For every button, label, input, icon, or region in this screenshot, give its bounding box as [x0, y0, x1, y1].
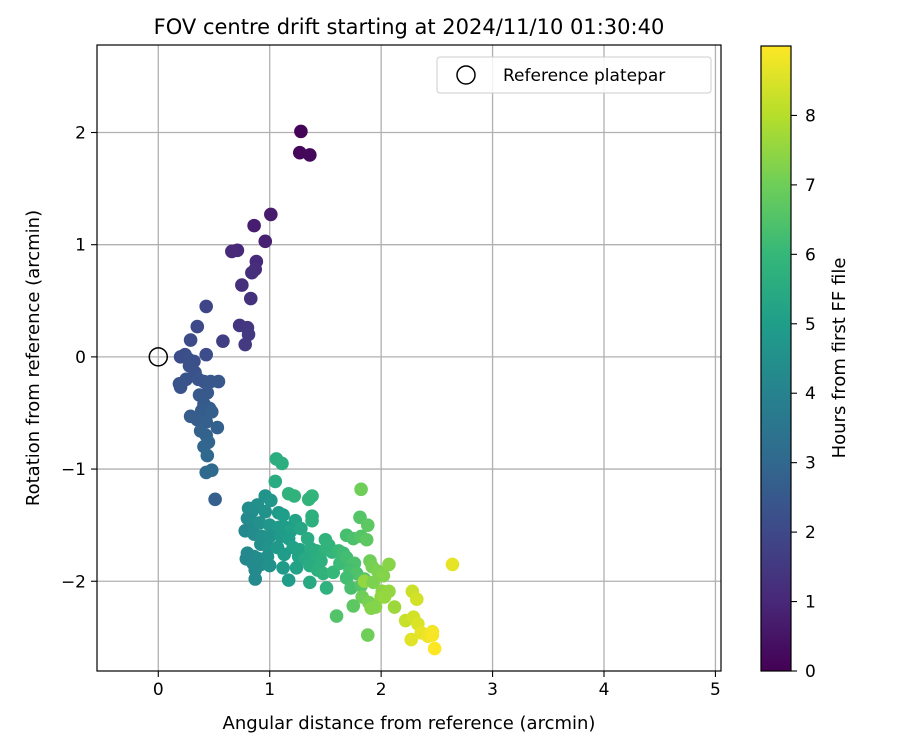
y-tick-label: 2 [75, 124, 86, 144]
scatter-points [172, 124, 460, 656]
colorbar-tick-label: 6 [805, 245, 816, 265]
scatter-point [208, 492, 222, 507]
scatter-point [268, 474, 283, 489]
scatter-point [190, 319, 205, 334]
scatter-point [243, 291, 258, 306]
scatter-point [364, 601, 378, 615]
y-axis-label: Rotation from reference (arcmin) [23, 210, 44, 506]
scatter-point [445, 557, 460, 572]
colorbar-tick-label: 4 [805, 384, 816, 404]
scatter-point [303, 148, 317, 162]
x-axis-label: Angular distance from reference (arcmin) [223, 713, 596, 734]
scatter-point [247, 218, 261, 233]
colorbar-tick-label: 0 [805, 662, 816, 682]
x-tick-label: 1 [264, 680, 275, 700]
scatter-point [354, 482, 368, 497]
legend-entry-reference-platepar: Reference platepar [503, 66, 665, 86]
colorbar-label: Hours from first FF file [829, 258, 850, 459]
scatter-point [427, 641, 442, 656]
x-tick-label: 5 [710, 680, 721, 700]
scatter-point [173, 380, 188, 394]
scatter-point [200, 448, 215, 463]
scatter-point [305, 513, 319, 528]
scatter-point [216, 334, 230, 348]
reference-platepar-marker [148, 347, 169, 367]
scatter-point [258, 234, 273, 249]
legend-box [436, 56, 712, 94]
colorbar-tick-label: 1 [805, 593, 816, 613]
scatter-point [238, 337, 252, 352]
x-tick-label: 4 [599, 680, 610, 700]
scatter-point [248, 572, 263, 586]
scatter-point [262, 558, 277, 573]
legend-marker-icon [456, 65, 476, 85]
colorbar-tick-label: 5 [805, 315, 816, 335]
scatter-point [281, 573, 296, 587]
scatter-point [211, 374, 226, 389]
scatter-point [359, 532, 374, 547]
y-tick-label: 0 [75, 348, 86, 368]
scatter-point [276, 560, 290, 575]
scatter-point [301, 492, 316, 507]
y-tick-label: −2 [61, 572, 86, 592]
scatter-point [404, 632, 419, 647]
scatter-point [294, 124, 308, 139]
scatter-point [225, 244, 239, 259]
scatter-point [183, 333, 198, 347]
x-axis-ticks: 0 1 2 3 4 5 [153, 671, 721, 700]
colorbar-tick-label: 2 [805, 523, 816, 543]
chart-title: FOV centre drift starting at 2024/11/10 … [154, 15, 665, 39]
scatter-point [210, 420, 225, 435]
scatter-point [321, 538, 336, 553]
x-tick-label: 0 [153, 680, 164, 700]
scatter-point [376, 568, 391, 583]
scatter-point [199, 299, 213, 314]
colorbar: 0 1 2 3 4 5 6 7 8 Hours from first FF file [760, 45, 850, 682]
scatter-point [262, 529, 277, 544]
scatter-point [275, 456, 289, 471]
scatter-point [329, 609, 344, 623]
scatter-point [410, 592, 424, 607]
scatter-point [360, 628, 375, 642]
colorbar-tick-label: 7 [805, 176, 816, 196]
scatter-point [360, 518, 375, 532]
plot-frame [96, 44, 722, 672]
scatter-point [366, 575, 381, 590]
scatter-point [277, 547, 292, 562]
scatter-point [377, 590, 392, 604]
scatter-point [294, 521, 308, 536]
y-axis-ticks: −2 −1 0 1 2 [61, 124, 97, 592]
scatter-point [382, 557, 396, 572]
scatter-point [258, 504, 273, 519]
scatter-point [303, 575, 317, 590]
scatter-point [199, 347, 213, 362]
x-tick-label: 3 [487, 680, 498, 700]
scatter-point [316, 566, 331, 581]
x-tick-label: 2 [376, 680, 387, 700]
scatter-point [346, 599, 361, 613]
grid-lines [97, 45, 721, 671]
scatter-point [289, 560, 304, 575]
y-tick-label: −1 [61, 460, 86, 480]
y-tick-label: 1 [75, 236, 86, 256]
scatter-point [387, 600, 402, 614]
scatter-point [264, 207, 278, 222]
scatter-point [204, 405, 219, 419]
scatter-point [199, 465, 213, 480]
legend: Reference platepar [436, 56, 712, 94]
scatter-point [276, 508, 290, 522]
scatter-point [245, 265, 259, 280]
colorbar-tick-label: 8 [805, 106, 816, 126]
scatter-point [319, 581, 334, 595]
scatter-point [264, 493, 278, 508]
colorbar-ticks: 0 1 2 3 4 5 6 7 8 [791, 106, 816, 682]
scatter-point [287, 489, 302, 503]
colorbar-bar [760, 45, 792, 672]
colorbar-tick-label: 3 [805, 454, 816, 474]
scatter-point [425, 628, 440, 642]
scatter-point [235, 278, 249, 292]
